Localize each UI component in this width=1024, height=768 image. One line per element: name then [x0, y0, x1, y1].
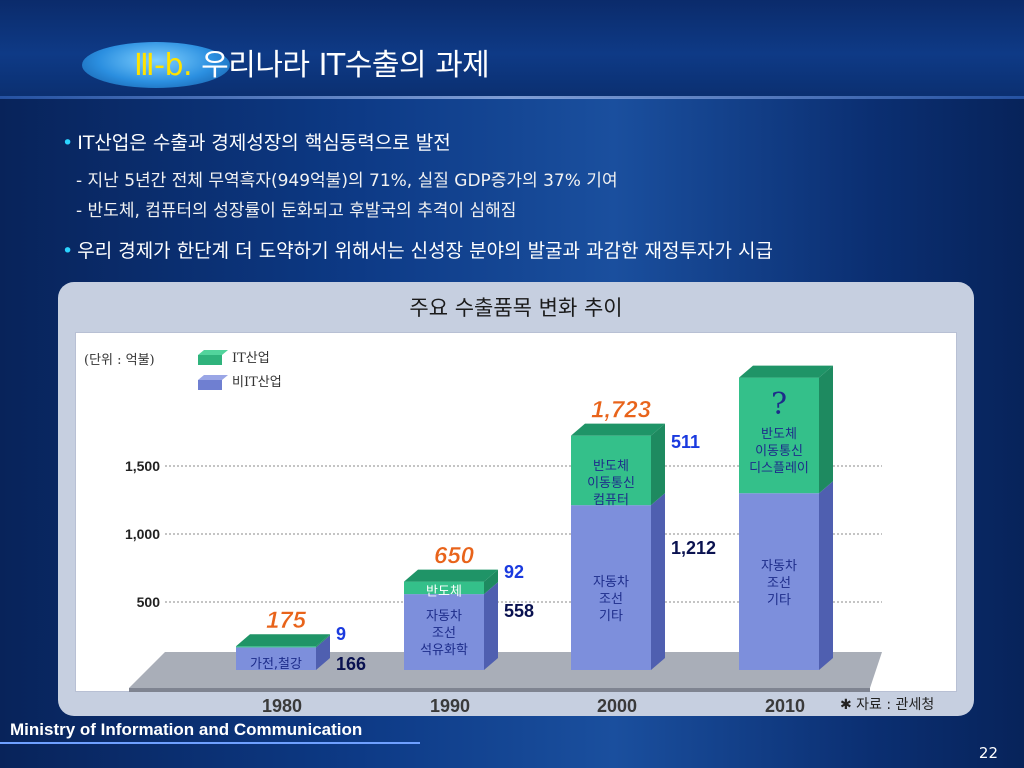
source-note: ✱ 자료 : 관세청: [840, 697, 934, 713]
bullet-2: • 우리 경제가 한단계 더 도약하기 위해서는 신성장 분야의 발굴과 과감한 …: [62, 236, 773, 263]
legend-swatch-nonit-top: [198, 375, 228, 380]
x-category-label: 1990: [430, 696, 470, 716]
value-label-nonit: 166: [336, 654, 366, 674]
bar-it-segment: [236, 646, 316, 648]
bar-nonit-label: 자동차: [426, 609, 462, 624]
chart-floor-edge: [129, 688, 870, 692]
bar-top-face: [236, 634, 330, 647]
bar-nonit-side: [484, 582, 498, 670]
value-label-it: 92: [504, 562, 524, 582]
bar-nonit-side: [651, 493, 665, 670]
bar-it-label: 반도체: [761, 427, 797, 442]
bar-nonit-side: [819, 481, 833, 670]
bar-nonit-segment: [404, 594, 484, 670]
y-tick-label: 1,000: [125, 526, 160, 542]
bar-it-side: [651, 423, 665, 506]
total-label: 650: [434, 543, 475, 570]
slide-title: Ⅲ-b. 우리나라 IT수출의 과제: [134, 40, 490, 84]
bar-nonit-segment: [571, 505, 651, 670]
title-oval-highlight: [82, 42, 230, 88]
footer-underline: [0, 742, 420, 744]
y-tick-label: 1,500: [125, 458, 160, 474]
value-label-it: 9: [336, 624, 346, 644]
bullet-dot-icon: •: [62, 240, 74, 262]
bar-it-side: [484, 569, 498, 595]
bar-top-face: [571, 423, 665, 436]
bar-nonit-label: 기타: [599, 609, 623, 624]
value-label-nonit: 558: [504, 601, 534, 621]
bar-it-side: [819, 365, 833, 494]
sub-bullet-2: - 반도체, 컴퓨터의 성장률이 둔화되고 후발국의 추격이 심해짐: [76, 201, 517, 221]
legend-label-it: IT산업: [232, 351, 270, 366]
bar-it-label: 컴퓨터: [593, 493, 629, 508]
sub-bullet-1: - 지난 5년간 전체 무역흑자(949억불)의 71%, 실질 GDP증가의 …: [76, 171, 618, 191]
bullet-1-text: IT산업은 수출과 경제성장의 핵심동력으로 발전: [77, 132, 451, 154]
bar-it-label: 이동통신: [755, 444, 803, 459]
slide-title-number: Ⅲ-b.: [134, 48, 193, 83]
legend-swatch-nonit: [198, 380, 222, 390]
total-label: 1,723: [591, 397, 652, 424]
bar-nonit-side: [316, 635, 330, 670]
y-tick-label: 500: [137, 594, 161, 610]
value-label-it: 511: [671, 432, 700, 452]
legend-label-nonit: 비IT산업: [232, 375, 282, 390]
page-number: 22: [978, 744, 998, 762]
bar-top-face: [404, 569, 498, 582]
bullet-dot-icon: •: [62, 132, 74, 154]
x-category-label: 2000: [597, 696, 637, 716]
bar-nonit-label: 자동차: [761, 559, 797, 574]
footer-ministry: Ministry of Information and Communicatio…: [10, 720, 363, 739]
bar-it-segment: [404, 581, 484, 595]
bar-nonit-label: 기타: [767, 593, 791, 608]
bar-top-face: [739, 365, 833, 378]
chart-title: 주요 수출품목 변화 추이: [409, 296, 623, 320]
legend-swatch-it: [198, 355, 222, 365]
bullet-2-text: 우리 경제가 한단계 더 도약하기 위해서는 신성장 분야의 발굴과 과감한 재…: [77, 240, 773, 262]
bar-it-segment: [739, 377, 819, 494]
bar-nonit-label: 조선: [599, 592, 623, 607]
unit-note: (단위 : 억불): [84, 353, 155, 368]
bar-it-segment: [571, 435, 651, 506]
bullet-1: • IT산업은 수출과 경제성장의 핵심동력으로 발전: [62, 128, 451, 155]
bar-nonit-label: 가전,철강: [250, 657, 302, 672]
bar-it-label: 반도체: [426, 585, 462, 600]
bar-nonit-label: 자동차: [593, 575, 629, 590]
bar-nonit-segment: [739, 493, 819, 670]
legend-swatch-it-top: [198, 350, 228, 355]
bar-nonit-label: 석유화학: [420, 643, 468, 658]
bar-it-question-label: ?: [771, 387, 787, 422]
slide-title-text: 우리나라 IT수출의 과제: [192, 48, 490, 83]
value-label-nonit: 1,212: [671, 538, 716, 558]
bar-it-side: [316, 634, 330, 648]
bar-it-label: 반도체: [593, 459, 629, 474]
bar-it-label: 이동통신: [587, 476, 635, 491]
x-category-label: 1980: [262, 696, 302, 716]
title-underline: [0, 96, 1024, 99]
bar-it-label: 디스플레이: [749, 461, 809, 476]
bar-nonit-segment: [236, 647, 316, 670]
bar-nonit-label: 조선: [767, 576, 791, 591]
total-label: 175: [266, 607, 307, 634]
bar-nonit-label: 조선: [432, 626, 456, 641]
x-category-label: 2010: [765, 696, 805, 716]
